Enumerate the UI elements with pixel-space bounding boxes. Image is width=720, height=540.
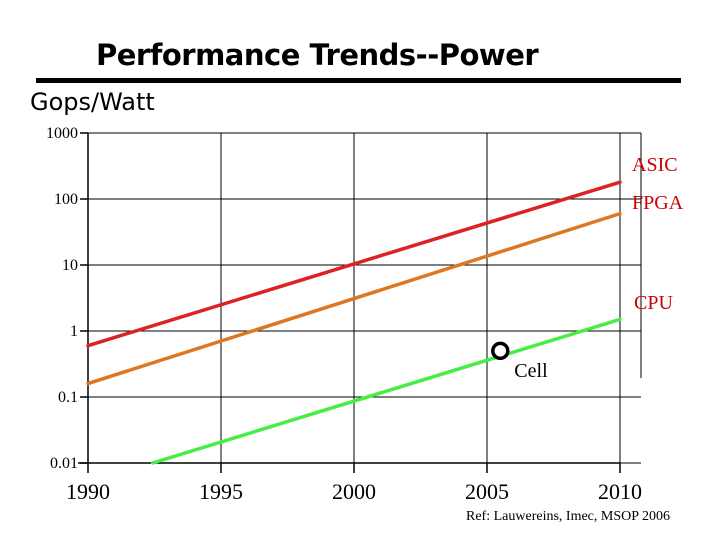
- axes: [78, 132, 621, 473]
- tick-labels: 1000 100 10 1 0.1 0.01 1990 1995 2000 2005 2010 ASI…: [46, 125, 684, 504]
- x-tick-label: 2010: [598, 479, 642, 504]
- y-tick-label: 10: [62, 257, 78, 274]
- y-tick-label: 1000: [46, 125, 78, 142]
- y-axis-label: Gops/Watt: [30, 88, 155, 116]
- x-tick-label: 1990: [66, 479, 110, 504]
- data-points: [491, 341, 510, 361]
- reference-note: Ref: Lauwereins, Imec, MSOP 2006: [466, 509, 670, 524]
- y-tick-label: 1: [70, 323, 78, 340]
- series-line-cpu: [150, 317, 622, 465]
- title-underline: [36, 78, 681, 83]
- x-tick-label: 1995: [199, 479, 243, 504]
- chart-title: Performance Trends--Power: [96, 38, 539, 72]
- series-label-fpga: FPGA: [632, 192, 684, 214]
- point-marker-cell: [491, 341, 510, 361]
- x-tick-label: 2005: [465, 479, 509, 504]
- series-line-asic: [86, 180, 622, 348]
- grid-lines: [88, 132, 642, 471]
- x-tick-label: 2000: [332, 479, 376, 504]
- series-lines: [86, 180, 622, 465]
- y-tick-label: 0.1: [58, 389, 78, 406]
- point-label-cell: Cell: [514, 360, 548, 382]
- series-label-cpu: CPU: [634, 292, 673, 314]
- series-label-asic: ASIC: [632, 154, 678, 176]
- series-line-fpga: [86, 211, 622, 386]
- y-tick-label: 0.01: [50, 455, 78, 472]
- y-tick-label: 100: [54, 191, 78, 208]
